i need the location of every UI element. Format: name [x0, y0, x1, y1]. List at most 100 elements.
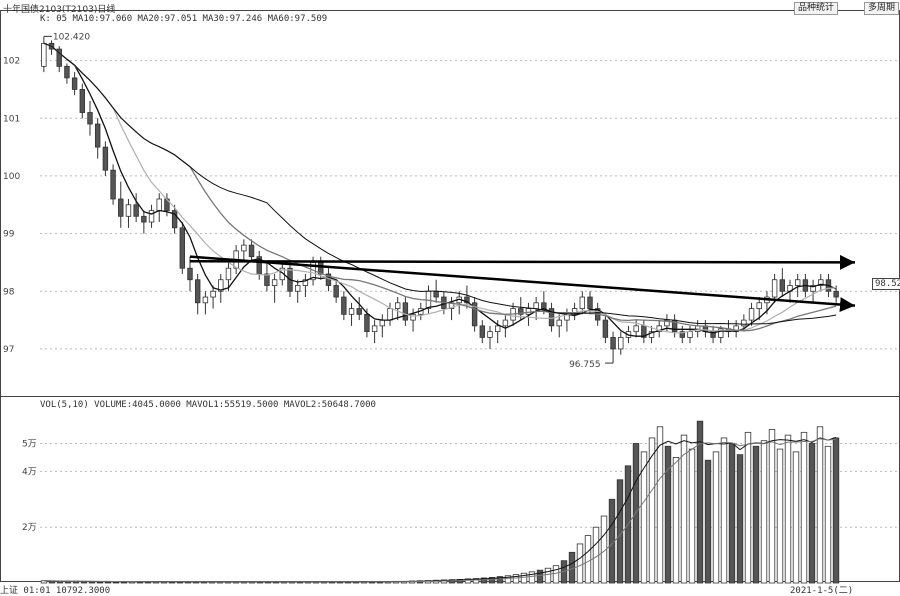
volume-bar [824, 445, 832, 584]
candle [410, 308, 416, 332]
candle [348, 302, 355, 326]
candle-body [341, 296, 347, 315]
volume-bar [808, 443, 816, 584]
price-tick-label: 97 [3, 345, 14, 355]
volume-bar [520, 572, 528, 584]
candle [325, 268, 332, 292]
candle [241, 239, 247, 263]
candle-body [210, 290, 216, 298]
candle [194, 273, 201, 315]
candle-body [433, 290, 439, 298]
volume-bar [696, 420, 704, 584]
volume-bar [472, 578, 480, 584]
candle-body [718, 328, 724, 338]
candle-body [102, 146, 109, 171]
candle [779, 268, 786, 298]
candle-body [279, 267, 286, 281]
candle-body [110, 169, 116, 200]
multi-period-button[interactable]: 多周期 [864, 2, 900, 15]
candle-body [794, 279, 801, 286]
candle [179, 222, 186, 274]
volume-bar [40, 580, 48, 584]
volume-bar [584, 535, 592, 584]
volume-bar [600, 515, 608, 584]
candle [279, 262, 286, 286]
volume-bar [648, 437, 656, 584]
candle [87, 100, 93, 136]
candle [756, 297, 762, 321]
volume-axis: 5万 4万 2万 [22, 439, 37, 533]
candle-body [610, 336, 616, 350]
low-label: 96.755 [569, 360, 601, 370]
candle-body [541, 302, 547, 309]
candle-body [179, 227, 186, 269]
candle [171, 204, 178, 234]
candle [110, 164, 116, 205]
trend-line-lower [189, 255, 856, 313]
candle-body [271, 279, 278, 286]
ma10-line [43, 42, 837, 334]
candle-body [148, 210, 155, 223]
candle-body [218, 279, 224, 292]
candle-body [548, 308, 555, 327]
volume-bars [40, 420, 840, 584]
candle-body [141, 215, 147, 223]
volume-bar [488, 577, 496, 584]
candle [387, 302, 393, 326]
candles [41, 36, 839, 364]
volume-bar [744, 431, 752, 584]
candle [479, 320, 486, 344]
candle-body [771, 279, 778, 298]
candle [394, 297, 401, 321]
candle [548, 302, 555, 332]
candle [718, 325, 724, 344]
candle [733, 320, 739, 338]
volume-bar [656, 426, 664, 584]
candle-body [387, 308, 393, 321]
candle [133, 193, 139, 223]
candle [141, 210, 147, 234]
candle [210, 285, 216, 309]
volume-bar [664, 445, 672, 584]
candle [148, 204, 155, 228]
candle [56, 46, 62, 73]
volume-bar [680, 434, 688, 584]
volume-bar [536, 569, 544, 584]
candle-body [133, 204, 139, 217]
candle-body [656, 325, 662, 333]
candle-body [202, 296, 209, 304]
stats-button[interactable]: 品种统计 [794, 2, 839, 15]
candle-body [587, 296, 593, 309]
candle-body [518, 308, 524, 315]
candle [79, 83, 86, 119]
bottom-right-date: 2021-1-5(二) [790, 586, 854, 596]
price-tick-label: 100 [3, 172, 20, 182]
candle [710, 325, 716, 344]
volume-bar [832, 437, 840, 584]
candle [294, 279, 301, 303]
volume-bar [736, 454, 744, 584]
price-tick-label: 99 [3, 230, 15, 240]
candle-body [410, 313, 416, 321]
candle [41, 36, 47, 73]
candle [102, 141, 109, 176]
trend-lines [189, 254, 856, 313]
candle-body [71, 77, 78, 90]
candle-body [833, 290, 839, 298]
candle-body [379, 319, 386, 327]
candle-body [171, 210, 178, 229]
candle-body [487, 331, 493, 338]
price-tick-label: 101 [3, 114, 20, 124]
candle-body [471, 302, 478, 327]
candle-body [479, 325, 486, 338]
volume-bar [752, 445, 760, 584]
candle-body [687, 331, 693, 338]
candle-body [464, 296, 470, 304]
candle [687, 325, 693, 344]
volume-bar [504, 575, 512, 584]
volume-bar [464, 578, 472, 584]
candle-body [818, 279, 824, 286]
candle-body [56, 48, 62, 67]
candle-body [371, 325, 378, 333]
